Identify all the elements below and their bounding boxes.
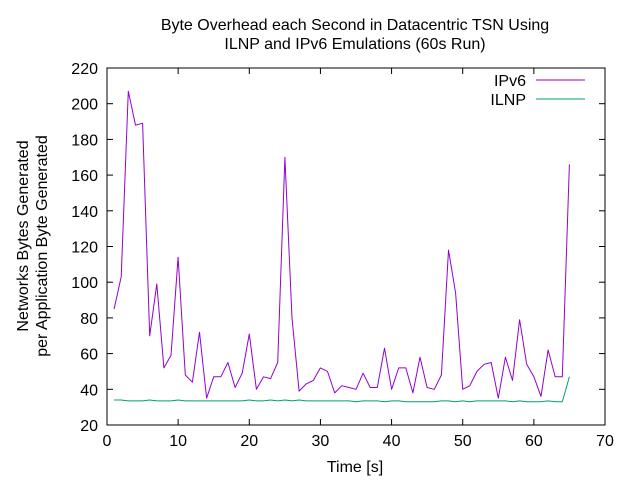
y-tick-label: 100	[71, 275, 98, 292]
y-tick-label: 200	[71, 97, 98, 114]
x-tick-label: 10	[169, 433, 187, 450]
y-tick-label: 180	[71, 132, 98, 149]
x-axis-title: Time [s]	[327, 459, 383, 476]
y-tick-label: 40	[80, 382, 98, 399]
y-axis-title-line-2: per Application Byte Generated	[34, 135, 51, 356]
x-tick-label: 60	[525, 433, 543, 450]
y-tick-label: 140	[71, 204, 98, 221]
series-layer	[113, 90, 570, 403]
series-line-ilnp	[114, 376, 570, 403]
y-tick-label: 220	[71, 61, 98, 78]
x-tick-label: 40	[383, 433, 401, 450]
x-tick-label: 50	[454, 433, 472, 450]
legend-label-ipv6: IPv6	[494, 73, 526, 90]
y-axis-title-line-1: Networks Bytes Generated	[15, 140, 32, 331]
y-tick-label: 60	[80, 347, 98, 364]
y-tick-label: 20	[80, 418, 98, 435]
series-line-ipv6	[113, 90, 570, 399]
plot-frame	[106, 67, 606, 426]
chart-title-line-2: ILNP and IPv6 Emulations (60s Run)	[224, 36, 485, 53]
x-tick-label: 30	[312, 433, 330, 450]
chart-title-line-1: Byte Overhead each Second in Datacentric…	[161, 17, 549, 34]
x-tick-label: 70	[596, 433, 614, 450]
y-tick-label: 120	[71, 240, 98, 257]
x-tick-label: 20	[240, 433, 258, 450]
legend: IPv6 ILNP	[490, 73, 585, 109]
y-tick-label: 160	[71, 168, 98, 185]
y-tick-label: 80	[80, 311, 98, 328]
axis-ticks: 0 10 20 30 40 50 60 70 20 40 60 80 100 120 140 160 180 20…	[71, 61, 614, 450]
x-tick-label: 0	[103, 433, 112, 450]
legend-label-ilnp: ILNP	[490, 92, 526, 109]
